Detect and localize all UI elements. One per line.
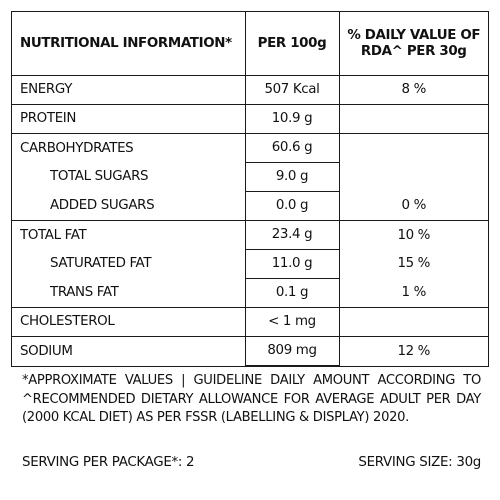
serving-info: SERVING PER PACKAGE*: 2 SERVING SIZE: 30… xyxy=(22,455,481,470)
header-nutritional-information: NUTRITIONAL INFORMATION* xyxy=(12,12,245,76)
nutrient-name: ADDED SUGARS xyxy=(50,198,155,214)
nutrient-name: TOTAL FAT xyxy=(12,220,245,250)
nutrition-facts-panel: NUTRITIONAL INFORMATION* PER 100g % DAIL… xyxy=(11,11,489,367)
table-row-added-sugars: ADDED SUGARS 0.0 g 0 % xyxy=(12,191,488,221)
table-row-total-sugars: TOTAL SUGARS 9.0 g xyxy=(12,162,488,192)
table-row-carbohydrates: CARBOHYDRATES 60.6 g xyxy=(12,133,488,163)
per-100g-value: 507 Kcal xyxy=(244,75,340,105)
nutrient-name: SATURATED FAT xyxy=(50,256,152,272)
per-100g-value: 0.1 g xyxy=(244,278,340,308)
daily-value-percent: 12 % xyxy=(339,336,488,366)
nutrient-name: TOTAL SUGARS xyxy=(50,169,149,185)
daily-value-percent: 8 % xyxy=(401,82,427,98)
table-row-cholesterol: CHOLESTEROL < 1 mg xyxy=(12,307,488,337)
nutrient-name: PROTEIN xyxy=(12,104,245,134)
footnote: *APPROXIMATE VALUES | GUIDELINE DAILY AM… xyxy=(22,373,481,426)
nutrient-name: ENERGY xyxy=(20,82,73,98)
nutrient-name: SODIUM xyxy=(12,336,245,366)
daily-value-percent: 1 % xyxy=(401,285,427,301)
table-row-energy: ENERGY 507 Kcal 8 % xyxy=(12,75,488,105)
per-100g-value: 10.9 g xyxy=(244,104,340,134)
nutrient-name: TRANS FAT xyxy=(50,285,119,301)
per-100g-value: < 1 mg xyxy=(244,307,340,337)
daily-value-percent: 15 % xyxy=(397,256,431,272)
header-daily-value-line-1: % DAILY VALUE OF xyxy=(347,27,481,43)
daily-value-percent: 10 % xyxy=(339,220,488,250)
per-100g-value: 809 mg xyxy=(244,336,340,366)
per-100g-value: 0.0 g xyxy=(244,191,340,221)
nutrient-name: CHOLESTEROL xyxy=(12,307,245,337)
header-daily-value: % DAILY VALUE OF RDA^ PER 30g xyxy=(339,12,488,76)
nutrition-table: NUTRITIONAL INFORMATION* PER 100g % DAIL… xyxy=(12,12,488,366)
table-row-sodium: SODIUM 809 mg 12 % xyxy=(12,336,488,366)
per-100g-value: 60.6 g xyxy=(244,133,340,163)
per-100g-value: 23.4 g xyxy=(244,220,340,250)
table-row-trans-fat: TRANS FAT 0.1 g 1 % xyxy=(12,278,488,308)
serving-per-package: SERVING PER PACKAGE*: 2 xyxy=(22,455,195,470)
per-100g-value: 9.0 g xyxy=(244,162,340,192)
table-row-protein: PROTEIN 10.9 g xyxy=(12,104,488,134)
daily-value-percent xyxy=(339,133,488,163)
serving-size: SERVING SIZE: 30g xyxy=(358,455,481,470)
table-row-saturated-fat: SATURATED FAT 11.0 g 15 % xyxy=(12,249,488,279)
per-100g-value: 11.0 g xyxy=(244,249,340,279)
table-row-total-fat: TOTAL FAT 23.4 g 10 % xyxy=(12,220,488,250)
nutrient-name: CARBOHYDRATES xyxy=(12,133,245,163)
daily-value-percent xyxy=(339,163,488,192)
daily-value-percent: 0 % xyxy=(401,198,427,214)
daily-value-percent xyxy=(339,307,488,337)
header-daily-value-line-2: RDA^ PER 30g xyxy=(360,43,467,59)
table-header-row: NUTRITIONAL INFORMATION* PER 100g % DAIL… xyxy=(12,12,488,76)
header-per-100g: PER 100g xyxy=(244,12,340,76)
daily-value-percent xyxy=(339,104,488,134)
